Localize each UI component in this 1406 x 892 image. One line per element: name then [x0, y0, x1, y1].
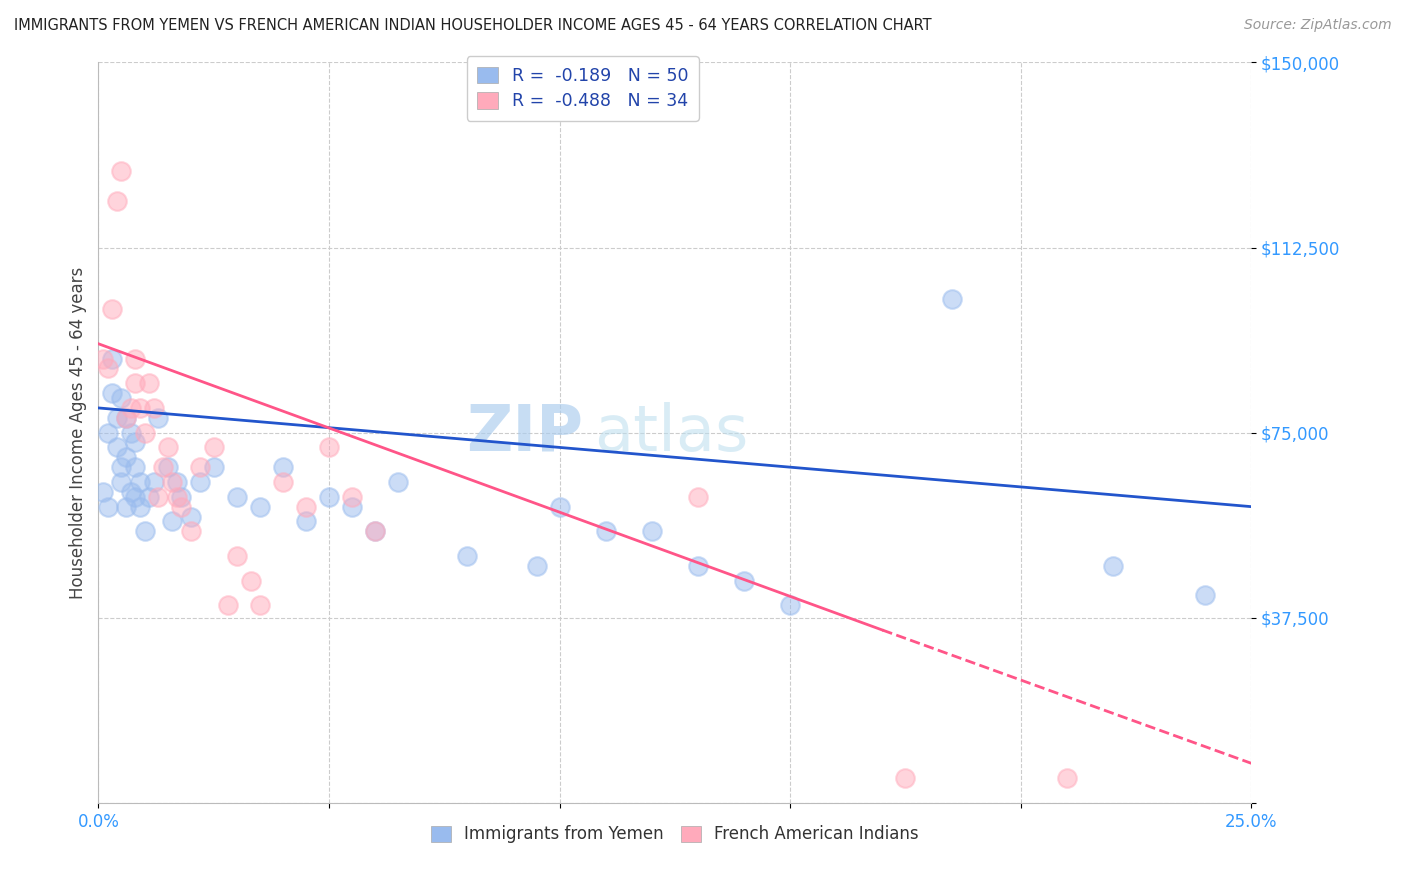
Point — [91, 351, 114, 366]
Text: Source: ZipAtlas.com: Source: ZipAtlas.com — [1244, 18, 1392, 32]
Point — [894, 771, 917, 785]
Point — [101, 386, 124, 401]
Point — [295, 500, 318, 514]
Point — [271, 475, 294, 489]
Point — [202, 460, 225, 475]
Point — [124, 351, 146, 366]
Point — [134, 425, 156, 440]
Point — [166, 475, 188, 489]
Point — [1102, 558, 1125, 573]
Point — [318, 490, 340, 504]
Point — [115, 410, 138, 425]
Point — [152, 460, 174, 475]
Text: ZIP: ZIP — [465, 401, 582, 464]
Point — [105, 441, 128, 455]
Point — [115, 410, 138, 425]
Point — [110, 391, 132, 405]
Point — [318, 441, 340, 455]
Point — [387, 475, 409, 489]
Point — [160, 475, 183, 489]
Point — [124, 490, 146, 504]
Point — [105, 194, 128, 208]
Legend: Immigrants from Yemen, French American Indians: Immigrants from Yemen, French American I… — [425, 819, 925, 850]
Point — [364, 524, 387, 539]
Point — [170, 500, 193, 514]
Text: atlas: atlas — [595, 401, 748, 464]
Point — [120, 484, 142, 499]
Point — [148, 410, 170, 425]
Point — [138, 376, 160, 391]
Point — [188, 460, 211, 475]
Point — [202, 441, 225, 455]
Point — [110, 475, 132, 489]
Point — [364, 524, 387, 539]
Point — [548, 500, 571, 514]
Point — [160, 515, 183, 529]
Point — [340, 490, 363, 504]
Point — [129, 401, 152, 415]
Point — [91, 484, 114, 499]
Point — [156, 460, 179, 475]
Point — [686, 490, 709, 504]
Point — [526, 558, 548, 573]
Point — [779, 599, 801, 613]
Point — [1056, 771, 1078, 785]
Point — [120, 401, 142, 415]
Text: IMMIGRANTS FROM YEMEN VS FRENCH AMERICAN INDIAN HOUSEHOLDER INCOME AGES 45 - 64 : IMMIGRANTS FROM YEMEN VS FRENCH AMERICAN… — [14, 18, 932, 33]
Point — [225, 490, 247, 504]
Point — [166, 490, 188, 504]
Point — [148, 490, 170, 504]
Point — [733, 574, 755, 588]
Point — [180, 509, 202, 524]
Y-axis label: Householder Income Ages 45 - 64 years: Householder Income Ages 45 - 64 years — [69, 267, 87, 599]
Point — [124, 376, 146, 391]
Point — [456, 549, 478, 563]
Point — [105, 410, 128, 425]
Point — [124, 435, 146, 450]
Point — [101, 302, 124, 317]
Point — [295, 515, 318, 529]
Point — [142, 401, 165, 415]
Point — [97, 361, 120, 376]
Point — [156, 441, 179, 455]
Point — [340, 500, 363, 514]
Point — [129, 475, 152, 489]
Point — [249, 500, 271, 514]
Point — [180, 524, 202, 539]
Point — [115, 450, 138, 465]
Point — [686, 558, 709, 573]
Point — [217, 599, 239, 613]
Point — [170, 490, 193, 504]
Point — [124, 460, 146, 475]
Point — [271, 460, 294, 475]
Point — [225, 549, 247, 563]
Point — [129, 500, 152, 514]
Point — [142, 475, 165, 489]
Point — [101, 351, 124, 366]
Point — [249, 599, 271, 613]
Point — [239, 574, 262, 588]
Point — [1194, 589, 1216, 603]
Point — [97, 500, 120, 514]
Point — [138, 490, 160, 504]
Point — [97, 425, 120, 440]
Point — [110, 164, 132, 178]
Point — [941, 293, 963, 307]
Point — [120, 425, 142, 440]
Point — [641, 524, 664, 539]
Point — [595, 524, 617, 539]
Point — [115, 500, 138, 514]
Point — [134, 524, 156, 539]
Point — [188, 475, 211, 489]
Point — [110, 460, 132, 475]
